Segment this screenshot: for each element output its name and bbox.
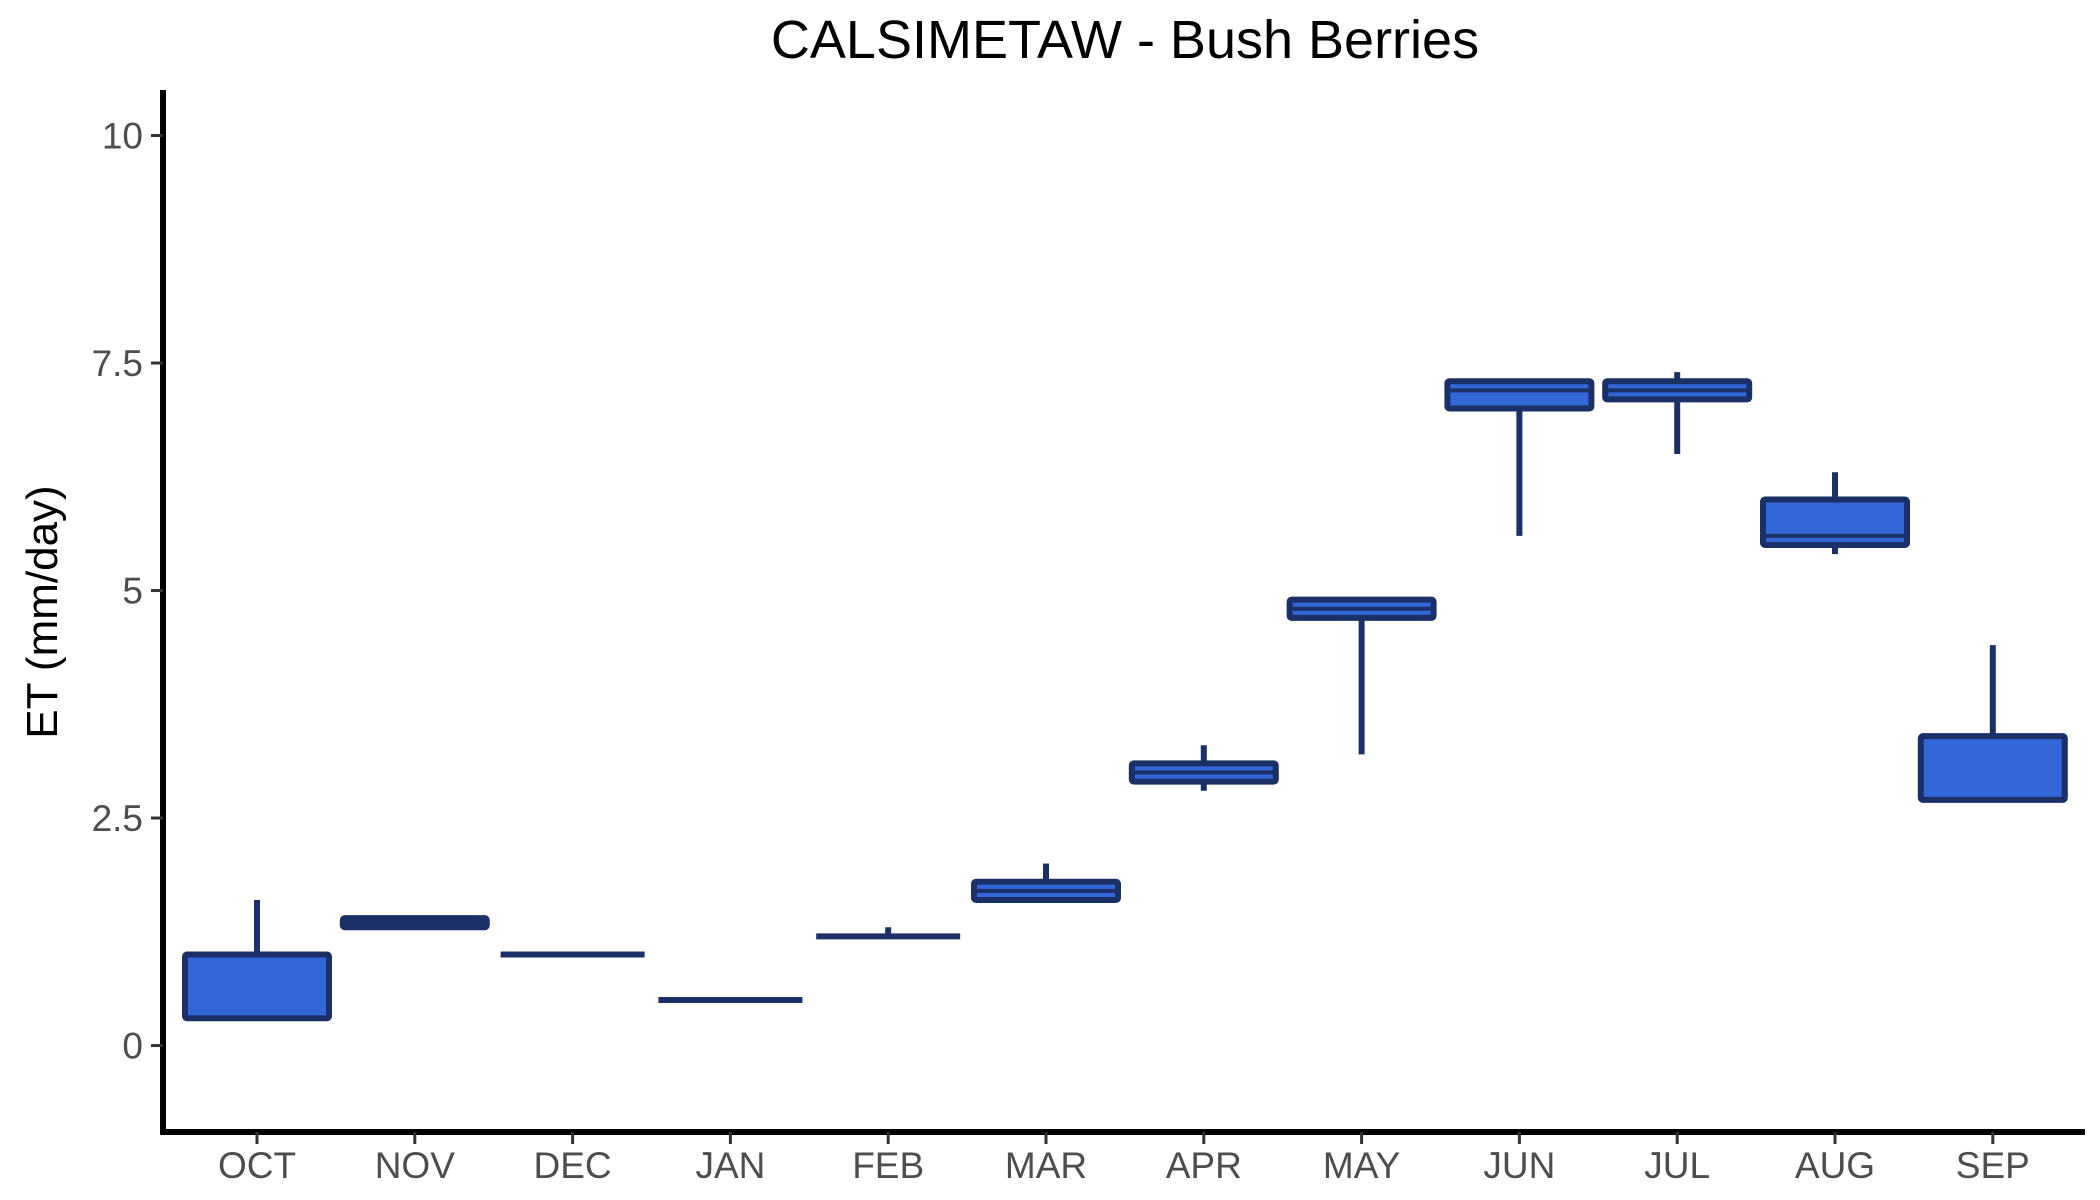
x-tick-label-nov: NOV bbox=[375, 1145, 456, 1186]
box-apr bbox=[1128, 745, 1279, 791]
box-jul bbox=[1602, 372, 1753, 455]
x-tick-label-oct: OCT bbox=[218, 1145, 296, 1186]
box-body bbox=[1917, 733, 2068, 803]
box-mar bbox=[971, 863, 1121, 903]
x-tick-label-apr: APR bbox=[1166, 1145, 1242, 1186]
x-tick-label-jul: JUL bbox=[1644, 1145, 1710, 1186]
y-tick-label: 0 bbox=[122, 1026, 143, 1067]
plot-area: 0 2.5 5 7.5 10 OCT NOV DEC JAN FEB MAR APR MAY JUN JUL… bbox=[92, 90, 2085, 1186]
box-aug bbox=[1760, 472, 1910, 555]
box-body bbox=[1760, 496, 1910, 549]
x-tick-label-jun: JUN bbox=[1483, 1145, 1555, 1186]
box-oct bbox=[182, 899, 332, 1022]
x-tick-label-aug: AUG bbox=[1795, 1145, 1875, 1186]
box-jun bbox=[1444, 378, 1595, 536]
box-sep bbox=[1917, 645, 2068, 803]
y-tick-label: 10 bbox=[102, 116, 143, 157]
x-tick-label-may: MAY bbox=[1323, 1145, 1400, 1186]
y-axis-title: ET (mm/day) bbox=[18, 485, 67, 738]
box-nov bbox=[339, 915, 490, 931]
chart-title: CALSIMETAW - Bush Berries bbox=[771, 10, 1479, 70]
y-tick-label: 2.5 bbox=[92, 798, 143, 839]
x-tick-label-mar: MAR bbox=[1005, 1145, 1087, 1186]
y-tick-label: 5 bbox=[122, 571, 143, 612]
box-feb bbox=[816, 927, 961, 940]
x-tick-label-feb: FEB bbox=[852, 1145, 924, 1186]
box-body bbox=[1444, 378, 1595, 412]
x-tick-label-dec: DEC bbox=[534, 1145, 612, 1186]
box-may bbox=[1286, 596, 1437, 755]
box-body bbox=[182, 951, 332, 1022]
x-tick-label-jan: JAN bbox=[695, 1145, 765, 1186]
y-tick-label: 7.5 bbox=[92, 343, 143, 384]
x-tick-label-sep: SEP bbox=[1956, 1145, 2030, 1186]
